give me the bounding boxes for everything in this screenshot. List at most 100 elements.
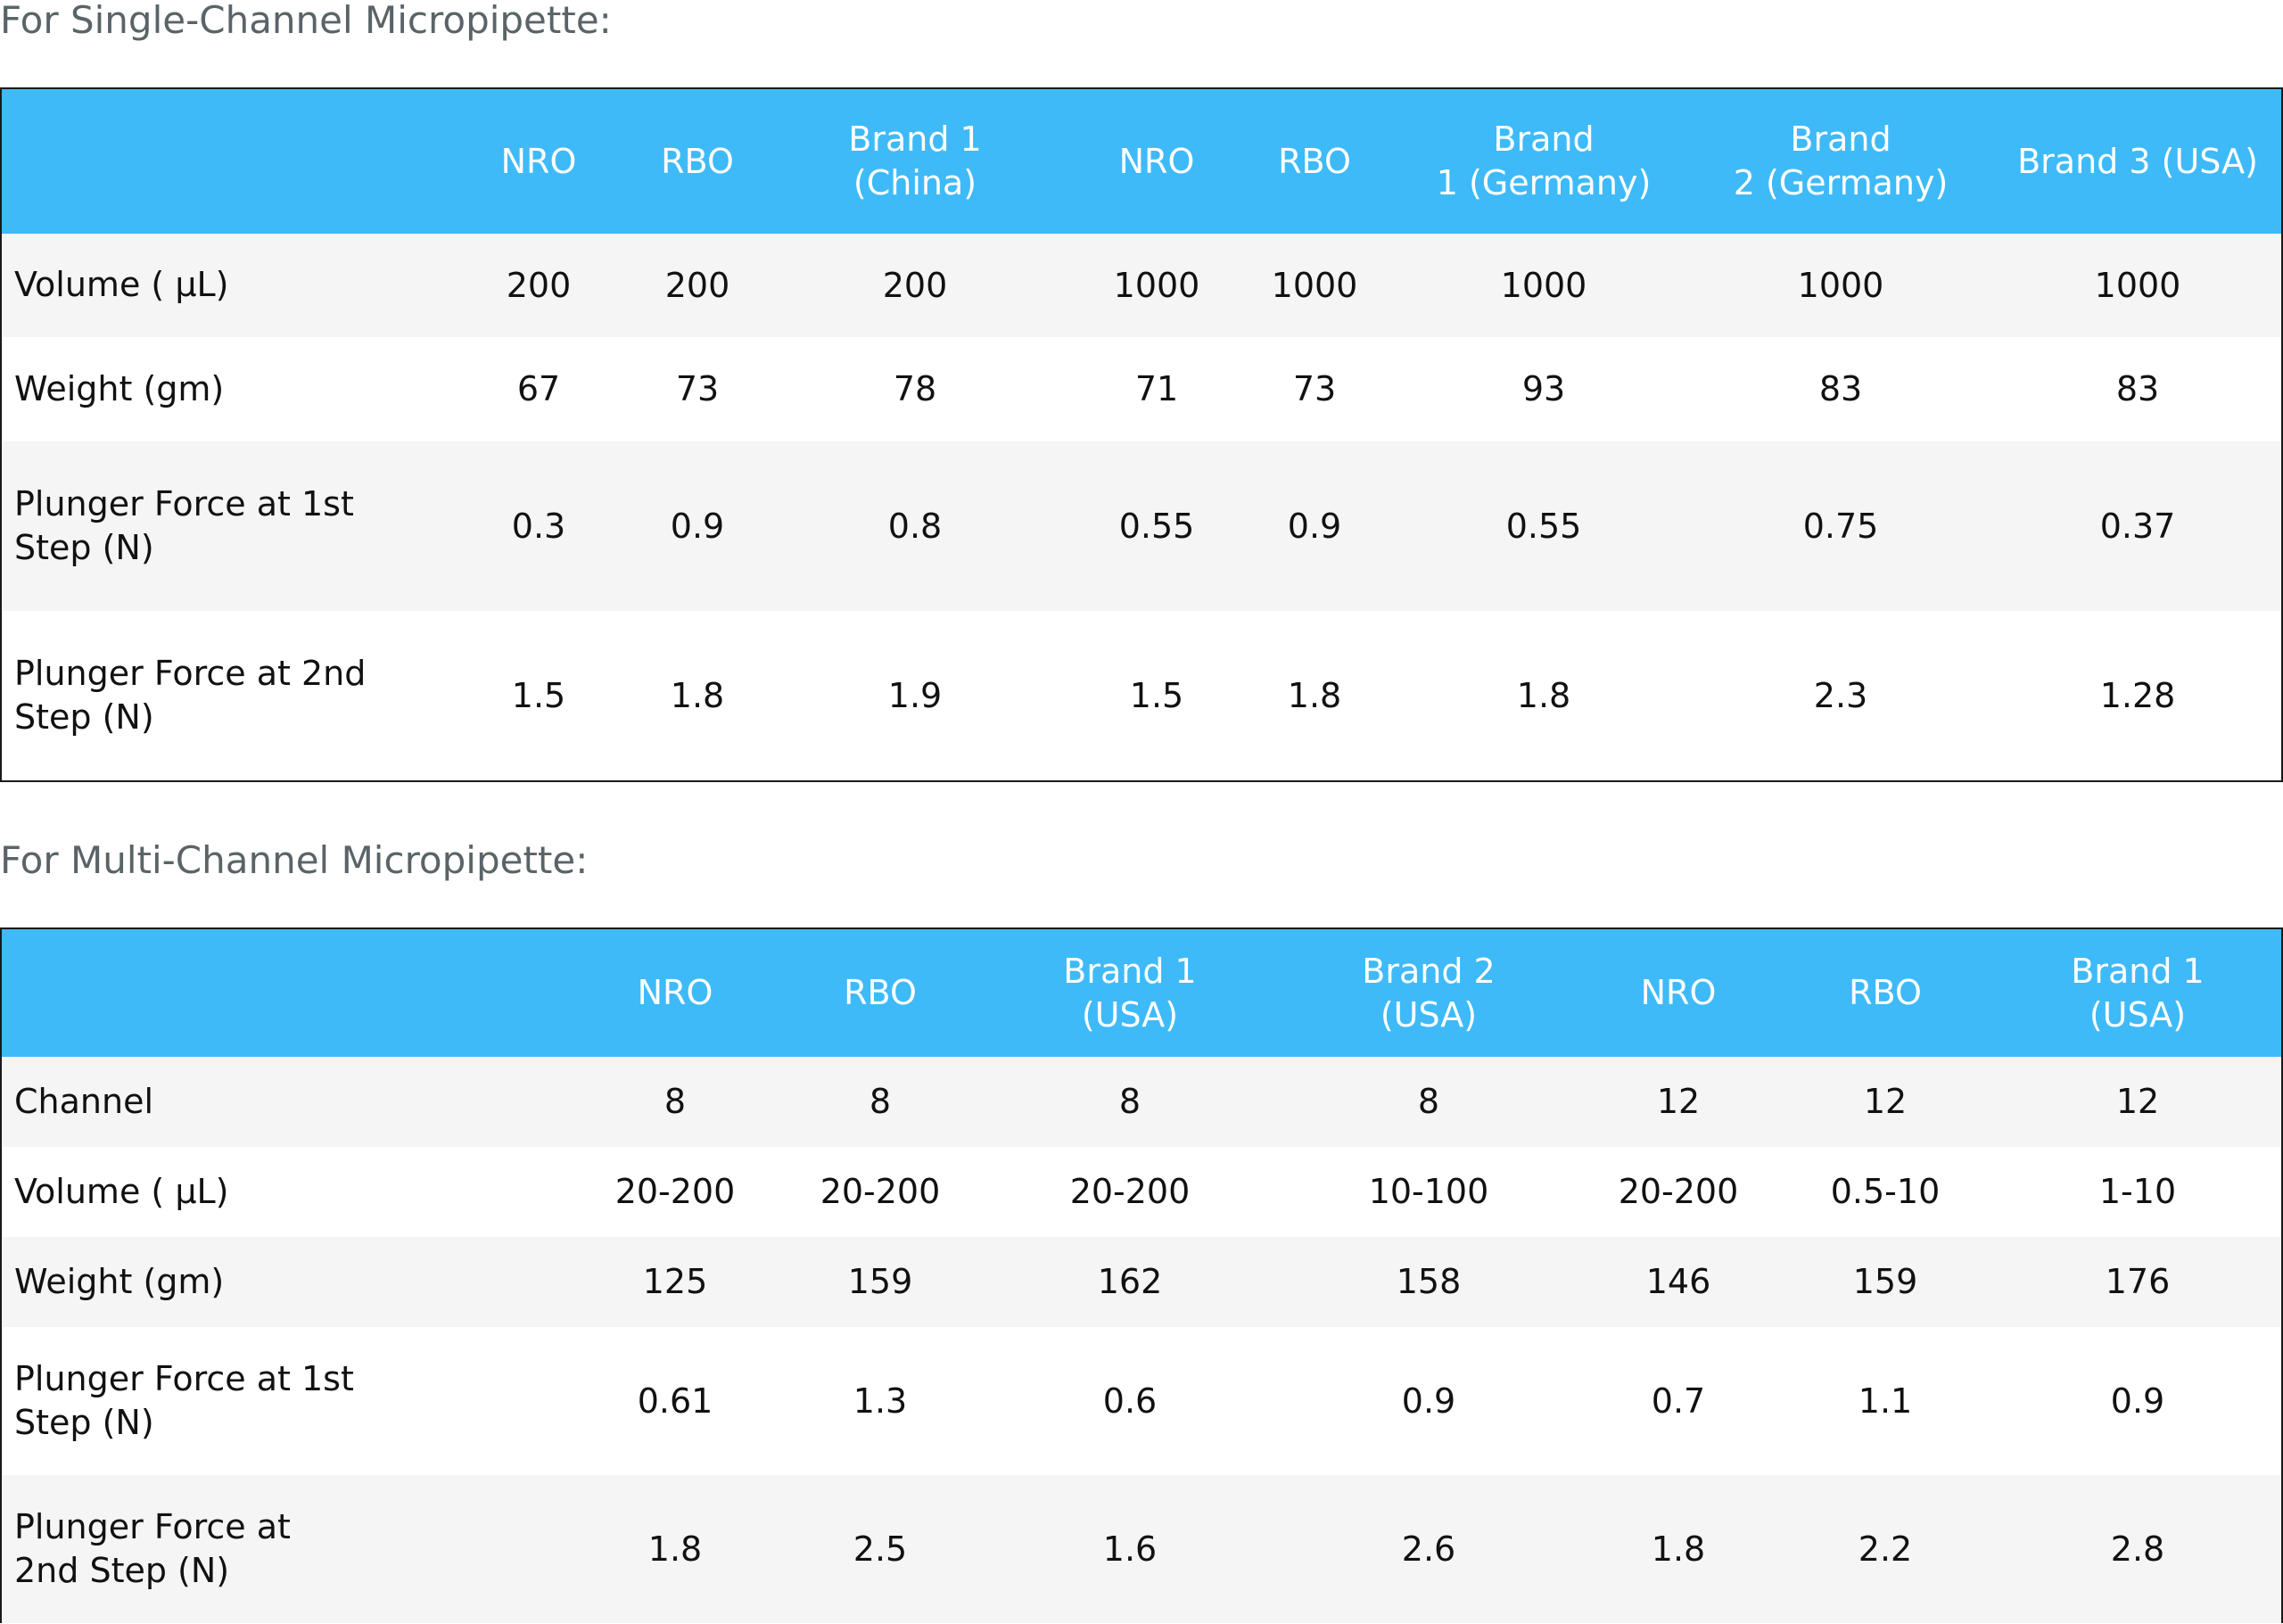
table-row: Channel 8 8 8 8 12 12 12 [2,1057,2281,1147]
row-label: Volume ( μL) [14,265,229,305]
column-header: Brand 1 (Germany) [1436,120,1652,202]
table-cell: 83 [2115,369,2160,409]
table-row: Plunger Force at 2nd Step (N) 1.5 1.8 1.9 1.… [2,611,2281,780]
table-cell: 67 [516,369,561,409]
table-row: Weight (gm) 67 73 78 71 73 93 83 83 [2,337,2281,441]
column-header: NRO [637,973,713,1013]
table-cell: 1.28 [2099,675,2176,715]
table-cell: 176 [2105,1262,2171,1302]
table-cell: 0.9 [1401,1381,1456,1421]
table-cell: 12 [1863,1082,1908,1122]
column-header: Brand 2 (Germany) [1733,120,1949,202]
table-cell: 1000 [1271,265,1358,305]
column-header: NRO [500,141,577,181]
table-cell: 73 [675,369,720,409]
single-channel-title: For Single-Channel Micropipette: [0,0,612,42]
single-channel-table: NRO RBO Brand 1 (China) NRO RBO Brand 1 (Germ… [0,87,2283,782]
table-cell: 20-200 [614,1172,736,1212]
table-cell: 73 [1292,369,1337,409]
table-cell: 0.9 [670,506,725,546]
column-header: RBO [1278,141,1351,181]
column-header: Brand 2 (USA) [1362,951,1496,1035]
table-cell: 0.5-10 [1830,1172,1941,1212]
table-cell: 125 [642,1262,708,1302]
table-cell: 10-100 [1368,1172,1489,1212]
multi-channel-title: For Multi-Channel Micropipette: [0,838,589,882]
table-cell: 1000 [1500,265,1587,305]
row-label: Weight (gm) [14,1261,225,1301]
column-header: Brand 3 (USA) [2017,141,2258,181]
table-cell: 146 [1645,1262,1711,1302]
table-cell: 1.8 [670,675,725,715]
row-label: Plunger Force at 2nd Step (N) [14,1506,291,1590]
table-cell: 93 [1521,369,1566,409]
column-header: NRO [1640,973,1717,1013]
column-header: RBO [1849,973,1922,1013]
table-cell: 20-200 [1069,1172,1191,1212]
table-cell: 2.5 [853,1529,908,1569]
table-cell: 20-200 [1618,1172,1739,1212]
column-header: RBO [844,973,917,1013]
table-cell: 1-10 [2098,1172,2177,1212]
table-cell: 0.75 [1802,506,1879,546]
table-cell: 0.55 [1505,506,1582,546]
column-header: Brand 1 (USA) [2071,951,2205,1035]
table-cell: 1.8 [1651,1529,1706,1569]
table-row: Volume ( μL) 200 200 200 1000 1000 1000 1000 100… [2,234,2281,337]
table-cell: 2.2 [1858,1529,1913,1569]
table-cell: 2.8 [2110,1529,2165,1569]
row-label: Weight (gm) [14,368,225,408]
table-cell: 83 [1818,369,1863,409]
table-row: Weight (gm) 125 159 162 158 146 159 176 [2,1237,2281,1327]
table-cell: 78 [893,369,937,409]
table-cell: 0.8 [887,506,943,546]
table-cell: 1.5 [1129,675,1184,715]
table-cell: 1.9 [887,675,943,715]
row-label: Plunger Force at 1st Step (N) [14,483,354,567]
table-cell: 1.8 [1287,675,1342,715]
table-cell: 1000 [1113,265,1200,305]
table-cell: 8 [663,1082,687,1122]
table-cell: 1.5 [511,675,566,715]
table-cell: 1.3 [853,1381,908,1421]
table-cell: 8 [869,1082,892,1122]
row-label: Plunger Force at 1st Step (N) [14,1358,354,1442]
table-cell: 20-200 [820,1172,941,1212]
table-cell: 0.55 [1118,506,1195,546]
table-cell: 2.3 [1813,675,1868,715]
table-cell: 0.7 [1651,1381,1706,1421]
table-cell: 159 [1852,1262,1918,1302]
table-cell: 0.6 [1102,1381,1158,1421]
table-cell: 158 [1396,1262,1462,1302]
table-row: Volume ( μL) 20-200 20-200 20-200 10-100 20-2… [2,1147,2281,1237]
table-cell: 200 [664,265,730,305]
column-header: NRO [1118,141,1195,181]
header-row: NRO RBO Brand 1 (China) NRO RBO Brand 1 (Germ… [2,89,2281,234]
table-cell: 0.61 [637,1381,713,1421]
column-header: RBO [661,141,734,181]
table-cell: 12 [2115,1082,2160,1122]
table-row: Plunger Force at 1st Step (N) 0.3 0.9 0.8 0.… [2,441,2281,611]
table-cell: 0.37 [2099,506,2176,546]
table-cell: 0.9 [1287,506,1342,546]
table-cell: 8 [1118,1082,1142,1122]
table-cell: 1.8 [647,1529,703,1569]
table-cell: 8 [1417,1082,1440,1122]
column-header: Brand 1 (China) [848,120,982,202]
row-label: Plunger Force at 2nd Step (N) [14,653,367,737]
table-cell: 162 [1097,1262,1163,1302]
table-cell: 1000 [1797,265,1884,305]
table-cell: 12 [1656,1082,1701,1122]
row-label: Volume ( μL) [14,1171,229,1211]
table-cell: 0.3 [511,506,566,546]
table-row: Plunger Force at 2nd Step (N) 1.8 2.5 1.6 2.… [2,1475,2281,1623]
table-cell: 159 [847,1262,913,1302]
table-cell: 1000 [2094,265,2181,305]
table-cell: 1.6 [1102,1529,1158,1569]
multi-channel-table: NRO RBO Brand 1 (USA) Brand 2 (USA) NRO RBO Br… [0,927,2283,1623]
table-cell: 2.6 [1401,1529,1456,1569]
table-row: Plunger Force at 1st Step (N) 0.61 1.3 0.6 0… [2,1327,2281,1475]
table-cell: 71 [1134,369,1179,409]
header-row: NRO RBO Brand 1 (USA) Brand 2 (USA) NRO RBO Br… [2,929,2281,1057]
table-cell: 200 [882,265,948,305]
